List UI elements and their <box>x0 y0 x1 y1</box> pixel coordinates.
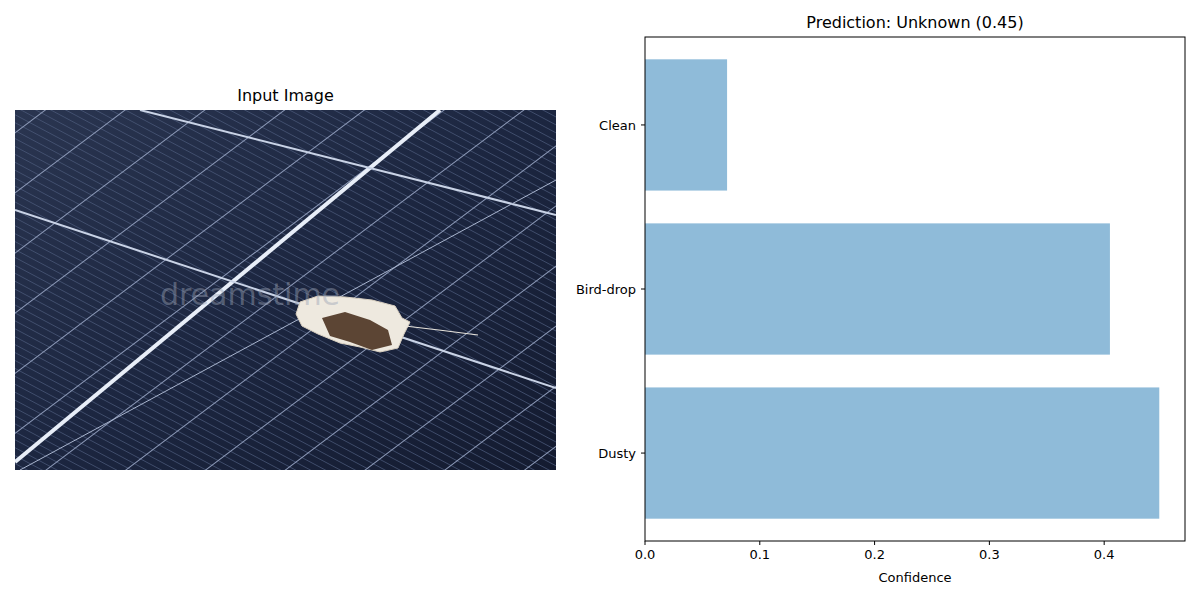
y-tick-label: Clean <box>599 118 636 133</box>
y-tick <box>641 453 645 454</box>
cell-lines <box>15 110 556 470</box>
cell-border <box>20 180 556 470</box>
x-tick-label: 0.3 <box>979 547 1000 562</box>
x-tick <box>874 541 875 545</box>
x-tick-label: 0.4 <box>1094 547 1115 562</box>
bar <box>645 59 727 190</box>
x-tick-label: 0.1 <box>749 547 770 562</box>
cell-border <box>140 110 556 215</box>
bar <box>645 223 1110 354</box>
x-tick <box>645 541 646 545</box>
x-tick-label: 0.2 <box>864 547 885 562</box>
busbars <box>15 110 556 470</box>
y-tick <box>641 124 645 125</box>
x-tick <box>989 541 990 545</box>
bar <box>645 387 1159 518</box>
cell-border <box>15 110 440 462</box>
figure: Input Image dreamstime Prediction: Unknown… <box>0 0 1200 600</box>
watermark: dreamstime <box>160 277 340 312</box>
input-image: dreamstime <box>15 110 556 470</box>
x-tick-label: 0.0 <box>635 547 656 562</box>
bird-drop-dark <box>322 312 392 350</box>
page: Input Image dreamstime Prediction: Unknown… <box>0 0 1200 600</box>
x-tick <box>759 541 760 545</box>
image-title: Input Image <box>237 86 334 105</box>
bird-drop-streak <box>405 326 478 335</box>
chart-title: Prediction: Unknown (0.45) <box>806 13 1023 32</box>
x-tick <box>1104 541 1105 545</box>
panel-background <box>15 110 556 470</box>
bars <box>645 59 1159 518</box>
plot-frame <box>645 37 1185 541</box>
y-tick-label: Bird-drop <box>576 282 636 297</box>
y-tick-label: Dusty <box>598 446 636 461</box>
cell-border <box>15 210 556 388</box>
y-tick <box>641 289 645 290</box>
x-axis-label: Confidence <box>878 570 951 585</box>
